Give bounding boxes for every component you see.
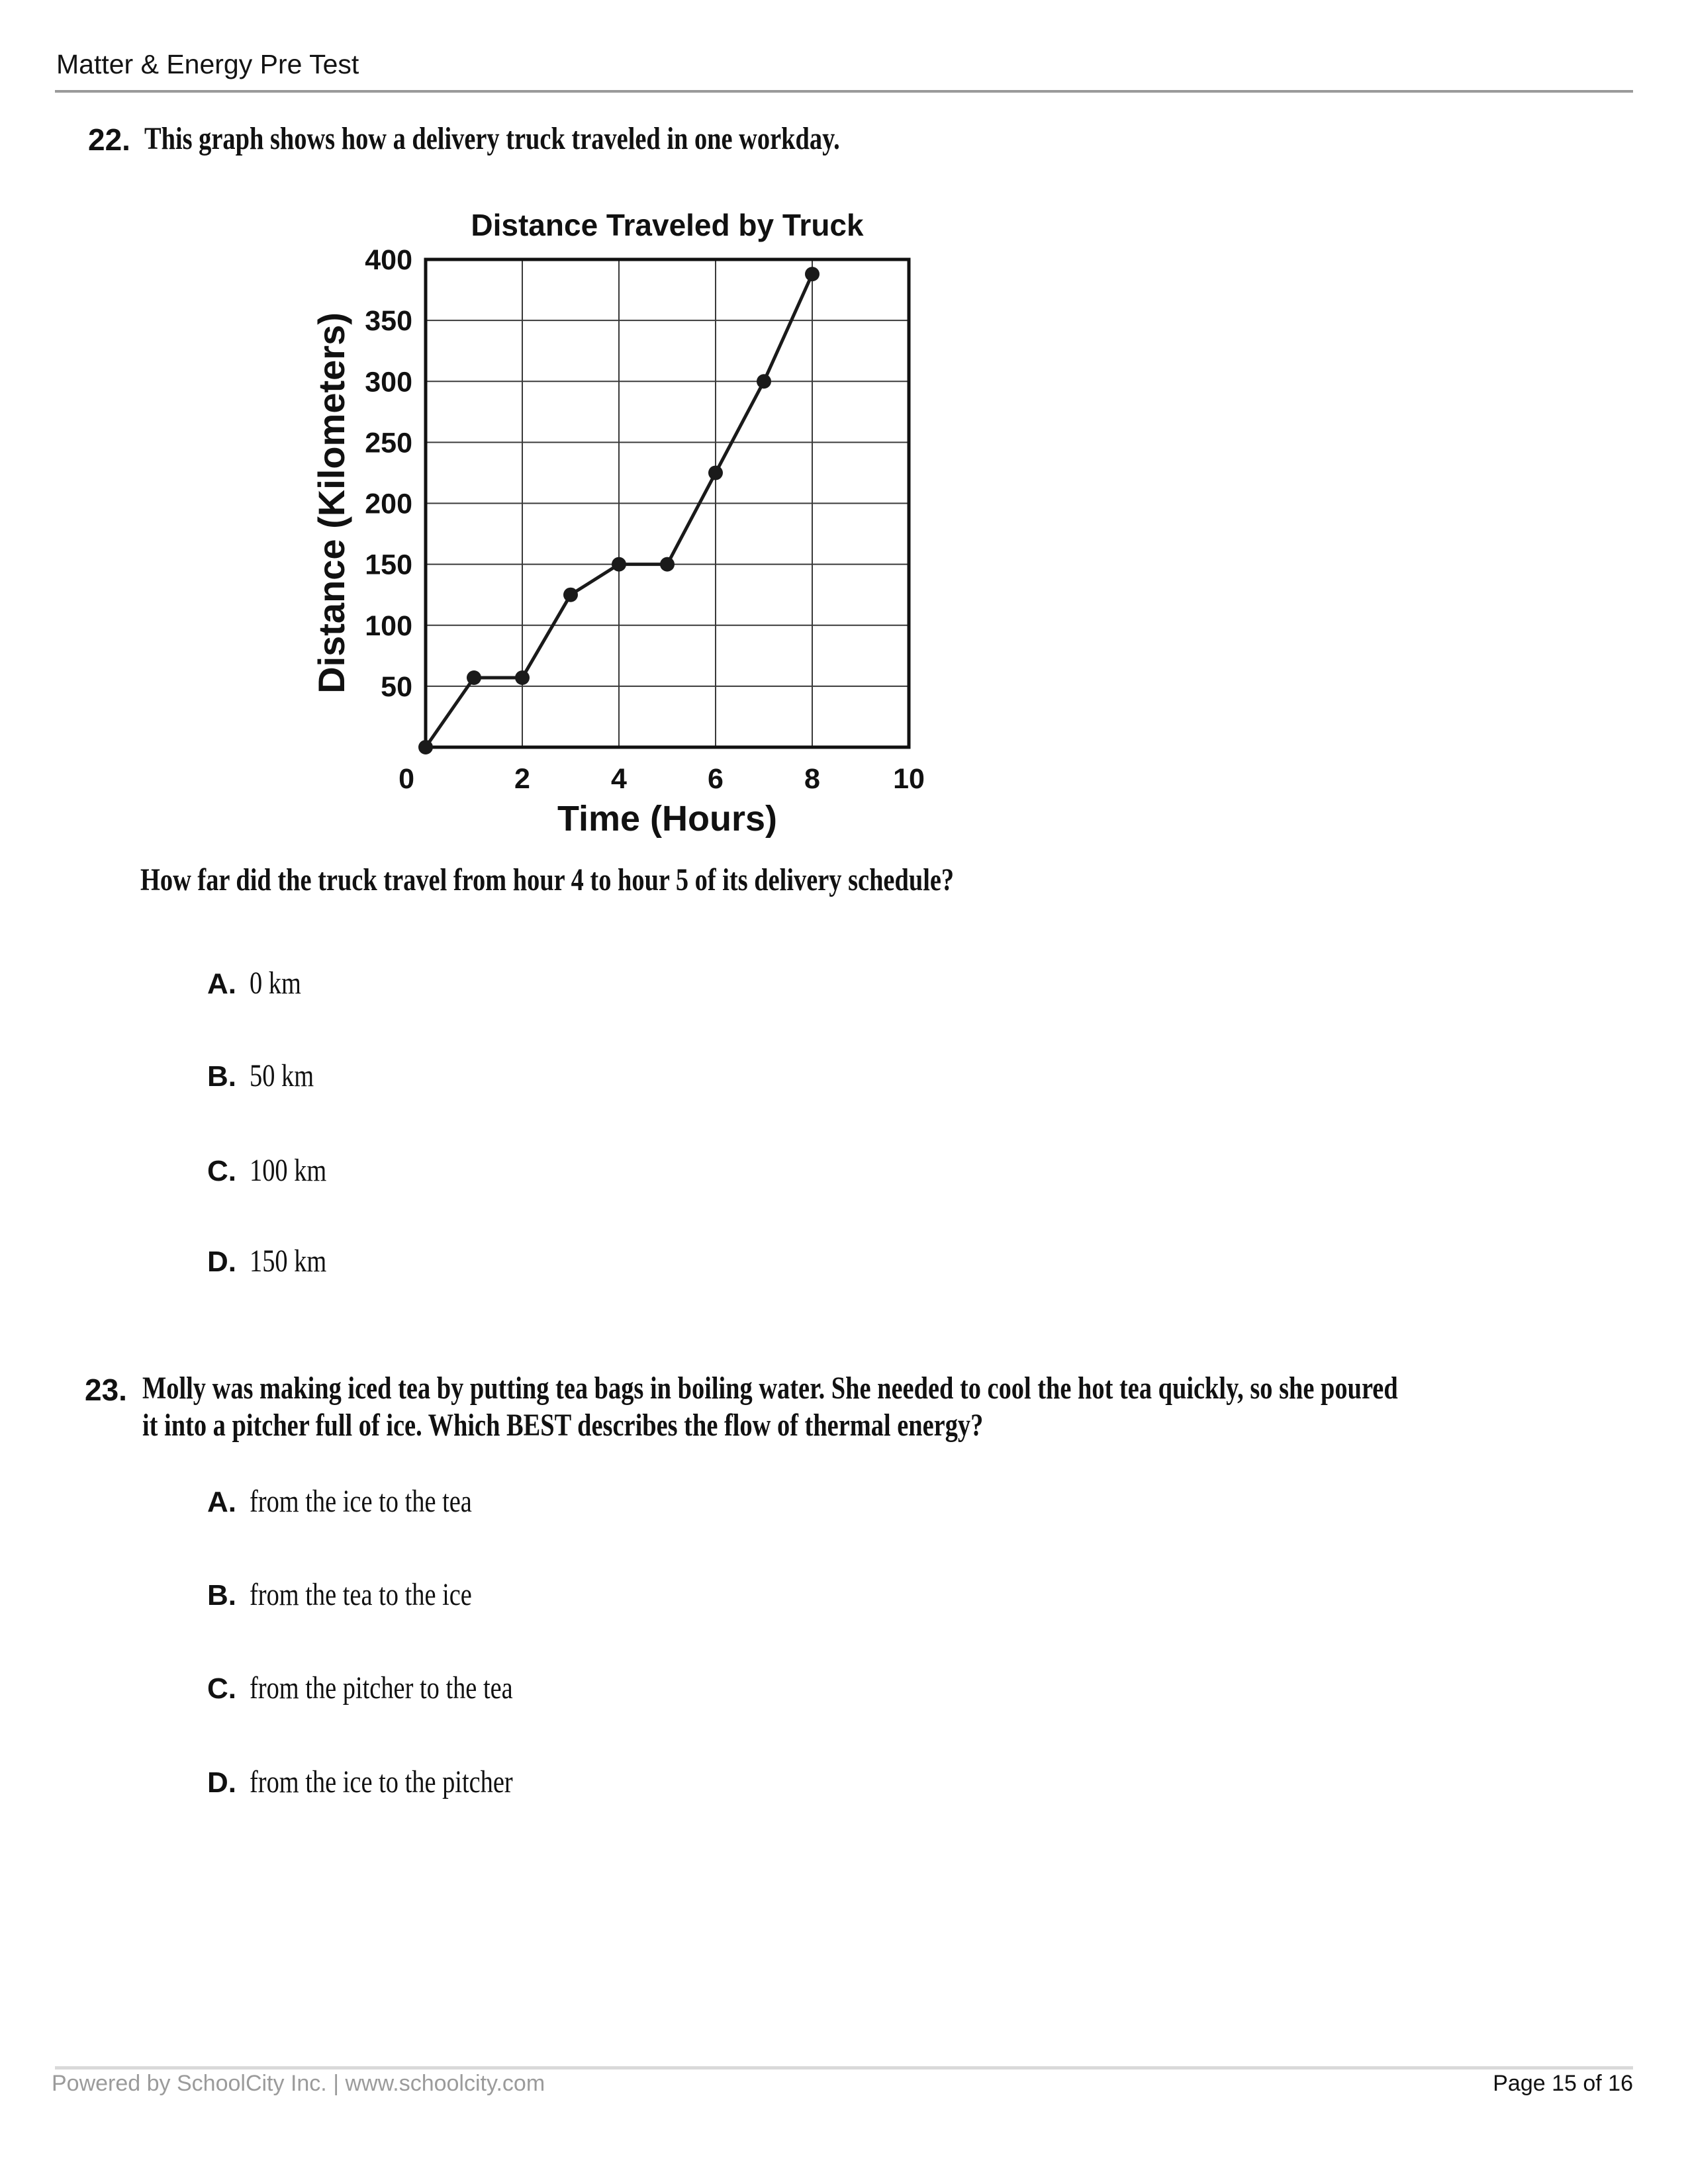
chart-y-tick-label: 250	[365, 427, 412, 459]
chart-data-points	[418, 267, 820, 754]
option-label: A.	[207, 968, 236, 1000]
option-text: from the ice to the pitcher	[250, 1764, 513, 1799]
option-text: from the tea to the ice	[250, 1577, 472, 1612]
page-title: Matter & Energy Pre Test	[56, 49, 359, 79]
option-label: B.	[207, 1579, 236, 1612]
question-23-prompt: Molly was making iced tea by putting tea…	[142, 1370, 1688, 1444]
header-divider	[55, 90, 1633, 93]
chart-data-point	[418, 740, 433, 754]
option-text: 0 km	[250, 966, 301, 1001]
chart-data-point	[805, 267, 820, 282]
option-label: D.	[207, 1766, 236, 1799]
chart-x-axis-title: Time (Hours)	[557, 799, 777, 839]
question-23-number: 23.	[85, 1373, 127, 1407]
option-label: B.	[207, 1060, 236, 1093]
chart-y-tick-label: 50	[381, 671, 412, 703]
chart-x-tick-label: 6	[708, 763, 724, 795]
q23-option-d: D. from the ice to the pitcher	[207, 1764, 579, 1800]
chart-y-tick-label: 200	[365, 488, 412, 520]
option-text: 150 km	[250, 1244, 327, 1279]
chart-plot-border	[424, 257, 911, 749]
q23-option-c: C. from the pitcher to the tea	[207, 1670, 579, 1706]
footer-powered-by: Powered by SchoolCity Inc. | www.schoolc…	[52, 2071, 545, 2096]
q23-option-b: B. from the tea to the ice	[207, 1576, 528, 1613]
chart-x-tick-label: 4	[611, 763, 627, 795]
option-label: A.	[207, 1486, 236, 1518]
q22-option-c: C. 100 km	[207, 1152, 346, 1189]
chart-y-tick-label: 150	[365, 549, 412, 581]
question-23-prompt-line2: it into a pitcher full of ice. Which BES…	[142, 1408, 984, 1443]
chart-y-tick-label: 300	[365, 366, 412, 398]
chart-grid	[426, 259, 909, 747]
chart-x-tick-label: 8	[804, 763, 820, 795]
chart-y-tick-label: 350	[365, 305, 412, 337]
question-22-number: 22.	[88, 122, 130, 157]
chart-data-point	[757, 374, 771, 389]
chart-data-point	[563, 587, 578, 602]
option-label: D.	[207, 1246, 236, 1278]
chart-y-tick-label: 100	[365, 610, 412, 642]
chart-data-point	[708, 465, 723, 480]
question-23-prompt-line1: Molly was making iced tea by putting tea…	[142, 1371, 1398, 1406]
q22-option-d: D. 150 km	[207, 1243, 346, 1279]
chart-data-point	[467, 670, 481, 685]
option-text: from the ice to the tea	[250, 1484, 472, 1519]
chart-y-axis-title: Distance (Kilometers)	[310, 312, 352, 694]
chart-data-point	[515, 670, 530, 685]
option-label: C.	[207, 1155, 236, 1187]
chart-x-tick-label: 10	[893, 763, 925, 795]
chart-x-tick-label: 2	[514, 763, 530, 795]
chart-data-point	[660, 557, 675, 572]
chart-data-point	[612, 557, 626, 572]
option-text: 100 km	[250, 1153, 327, 1188]
q23-option-a: A. from the ice to the tea	[207, 1483, 528, 1520]
option-text: from the pitcher to the tea	[250, 1670, 513, 1706]
q22-option-a: A. 0 km	[207, 965, 314, 1001]
chart-title: Distance Traveled by Truck	[471, 208, 864, 242]
option-label: C.	[207, 1672, 236, 1705]
footer-page-number: Page 15 of 16	[1493, 2071, 1633, 2096]
footer-divider	[55, 2066, 1633, 2070]
q22-option-b: B. 50 km	[207, 1058, 330, 1094]
option-text: 50 km	[250, 1058, 314, 1093]
chart-y-tick-label: 400	[365, 244, 412, 276]
question-22-subprompt: How far did the truck travel from hour 4…	[140, 862, 955, 897]
chart-origin-label: 0	[399, 763, 414, 795]
question-22-prompt: This graph shows how a delivery truck tr…	[144, 121, 840, 156]
